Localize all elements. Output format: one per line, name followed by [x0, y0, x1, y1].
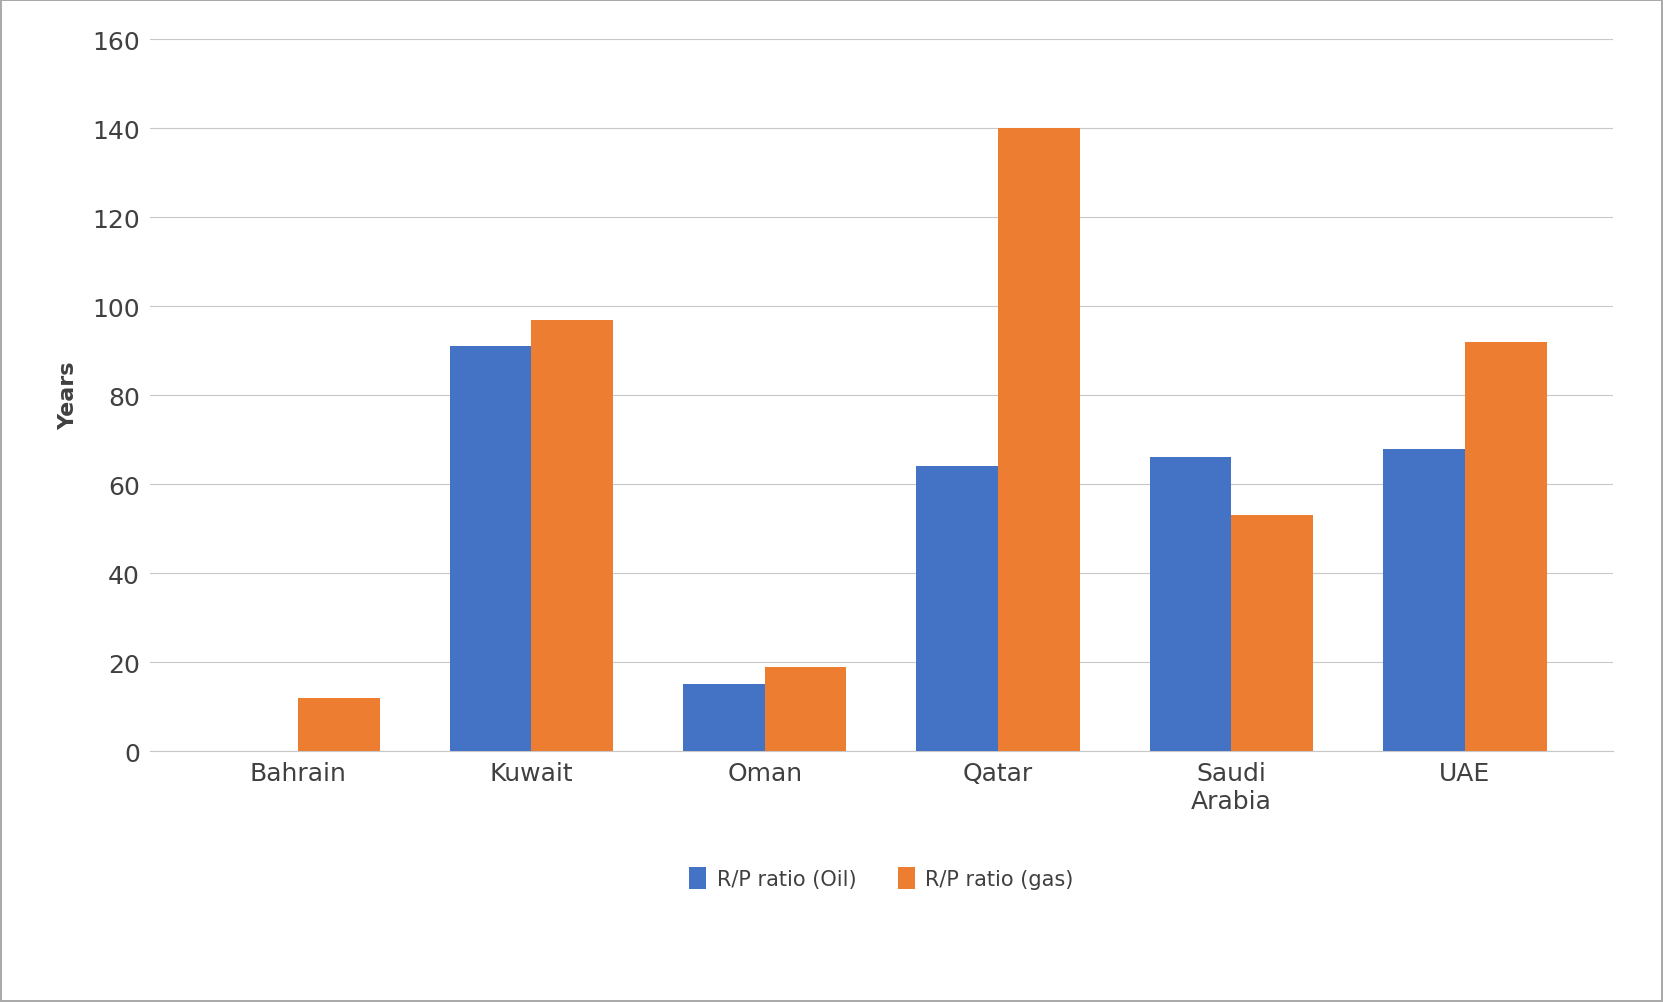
Bar — [1149, 458, 1232, 752]
Bar — [530, 321, 614, 752]
Bar — [765, 667, 846, 752]
Bar — [449, 347, 530, 752]
Bar — [1465, 343, 1547, 752]
Bar — [1384, 449, 1465, 752]
Y-axis label: Years: Years — [58, 362, 78, 430]
Bar — [1232, 516, 1314, 752]
Bar — [998, 129, 1079, 752]
Bar — [683, 684, 765, 752]
Bar — [298, 698, 379, 752]
Legend: R/P ratio (Oil), R/P ratio (gas): R/P ratio (Oil), R/P ratio (gas) — [682, 860, 1081, 898]
Bar — [916, 467, 998, 752]
